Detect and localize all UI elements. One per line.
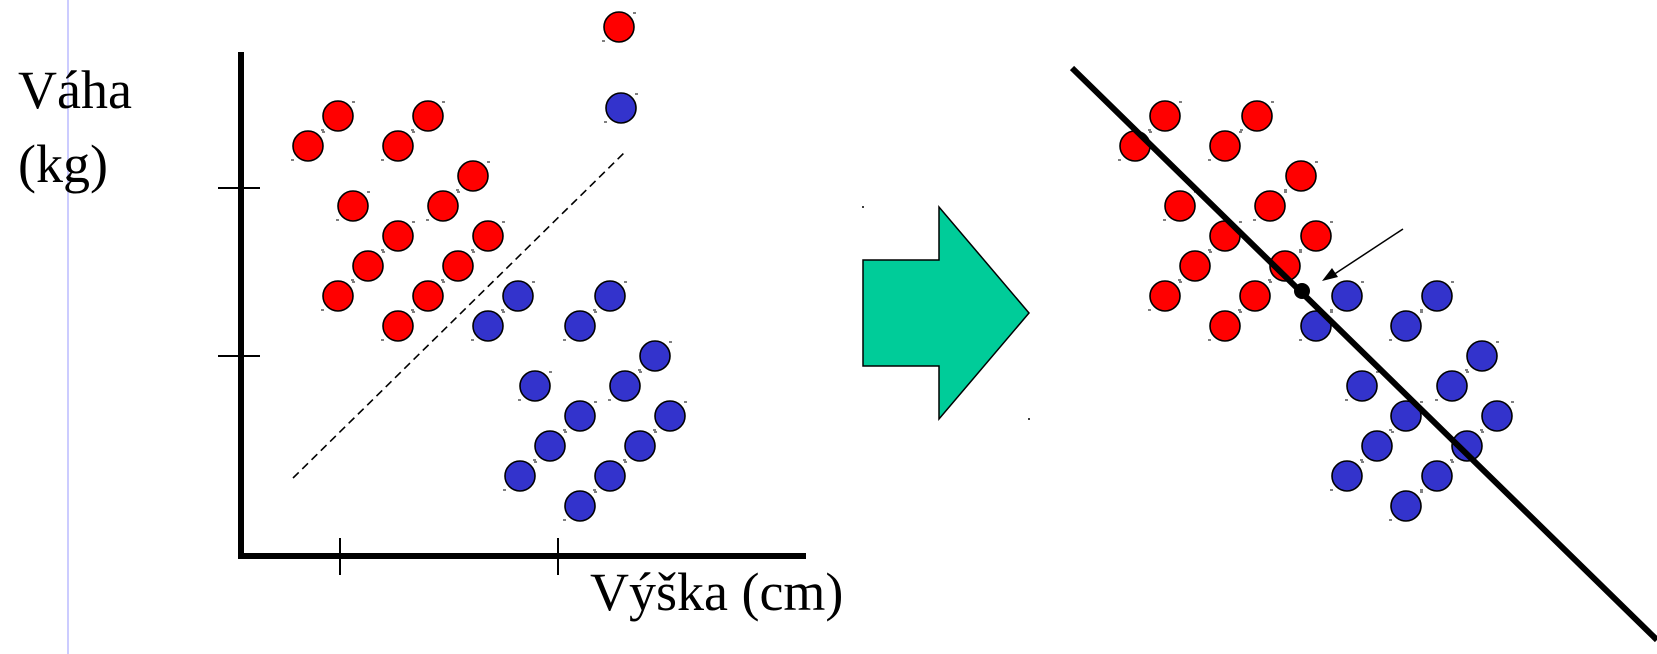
blue-data-point bbox=[1436, 370, 1468, 402]
blue-data-point bbox=[1390, 310, 1422, 342]
blue-data-point bbox=[1361, 430, 1393, 462]
blue-data-point bbox=[1346, 370, 1378, 402]
blue-data-point bbox=[594, 280, 626, 312]
blue-data-point bbox=[534, 430, 566, 462]
highlighted-point-marker bbox=[1294, 283, 1310, 299]
y-axis-label-line1: Váha bbox=[18, 60, 132, 120]
speck-mark bbox=[862, 206, 864, 208]
red-data-point bbox=[1209, 130, 1241, 162]
red-data-point bbox=[382, 310, 414, 342]
blue-data-point bbox=[624, 430, 656, 462]
red-data-point bbox=[1300, 220, 1332, 252]
red-data-point bbox=[412, 280, 444, 312]
blue-data-point bbox=[472, 310, 504, 342]
blue-data-point bbox=[1481, 400, 1513, 432]
blue-data-point bbox=[564, 310, 596, 342]
blue-data-point bbox=[1421, 460, 1453, 492]
blue-data-point bbox=[564, 400, 596, 432]
speck-mark bbox=[1028, 418, 1030, 420]
blue-data-point bbox=[654, 400, 686, 432]
blue-data-point bbox=[1331, 460, 1363, 492]
red-data-point bbox=[337, 190, 369, 222]
right-points-group bbox=[1118, 100, 1514, 522]
red-data-point bbox=[1241, 100, 1273, 132]
red-data-point bbox=[382, 220, 414, 252]
red-data-point bbox=[472, 220, 504, 252]
red-data-point bbox=[352, 250, 384, 282]
red-data-point bbox=[382, 130, 414, 162]
blue-data-point bbox=[609, 370, 641, 402]
blue-data-point bbox=[564, 490, 596, 522]
blue-data-point bbox=[1331, 280, 1363, 312]
blue-data-point bbox=[1300, 310, 1332, 342]
blue-data-point bbox=[502, 280, 534, 312]
red-data-point bbox=[1254, 190, 1286, 222]
blue-data-point bbox=[594, 460, 626, 492]
red-data-point bbox=[1164, 190, 1196, 222]
red-data-point bbox=[427, 190, 459, 222]
right-scatter-plot bbox=[1069, 65, 1657, 643]
red-data-point bbox=[1149, 100, 1181, 132]
pointer-arrow-shaft bbox=[1329, 228, 1404, 278]
red-data-point bbox=[1179, 250, 1211, 282]
red-data-point bbox=[457, 160, 489, 192]
blue-data-point bbox=[605, 92, 637, 124]
pointer-arrow-head bbox=[1322, 268, 1338, 281]
y-axis-label-line2: (kg) bbox=[18, 134, 108, 194]
red-data-point bbox=[603, 11, 635, 43]
red-data-point bbox=[322, 280, 354, 312]
red-data-point bbox=[292, 130, 324, 162]
blue-data-point bbox=[1466, 340, 1498, 372]
red-data-point bbox=[1285, 160, 1317, 192]
blue-data-point bbox=[504, 460, 536, 492]
x-axis-label: Výška (cm) bbox=[590, 562, 843, 622]
transition-arrow bbox=[862, 204, 1030, 422]
blue-data-point bbox=[1390, 400, 1422, 432]
left-scatter-plot: Váha (kg) Výška (cm) bbox=[18, 11, 843, 622]
red-data-point bbox=[1239, 280, 1271, 312]
red-data-point bbox=[442, 250, 474, 282]
red-data-point bbox=[1149, 280, 1181, 312]
blue-data-point bbox=[519, 370, 551, 402]
blue-data-point bbox=[1451, 430, 1483, 462]
blue-data-point bbox=[1390, 490, 1422, 522]
blue-data-point bbox=[639, 340, 671, 372]
red-data-point bbox=[1119, 130, 1151, 162]
red-data-point bbox=[412, 100, 444, 132]
left-points-group bbox=[291, 11, 687, 522]
blue-data-point bbox=[1421, 280, 1453, 312]
red-data-point bbox=[1209, 310, 1241, 342]
red-data-point bbox=[1269, 250, 1301, 282]
red-data-point bbox=[322, 100, 354, 132]
separating-line-solid bbox=[1069, 65, 1657, 643]
